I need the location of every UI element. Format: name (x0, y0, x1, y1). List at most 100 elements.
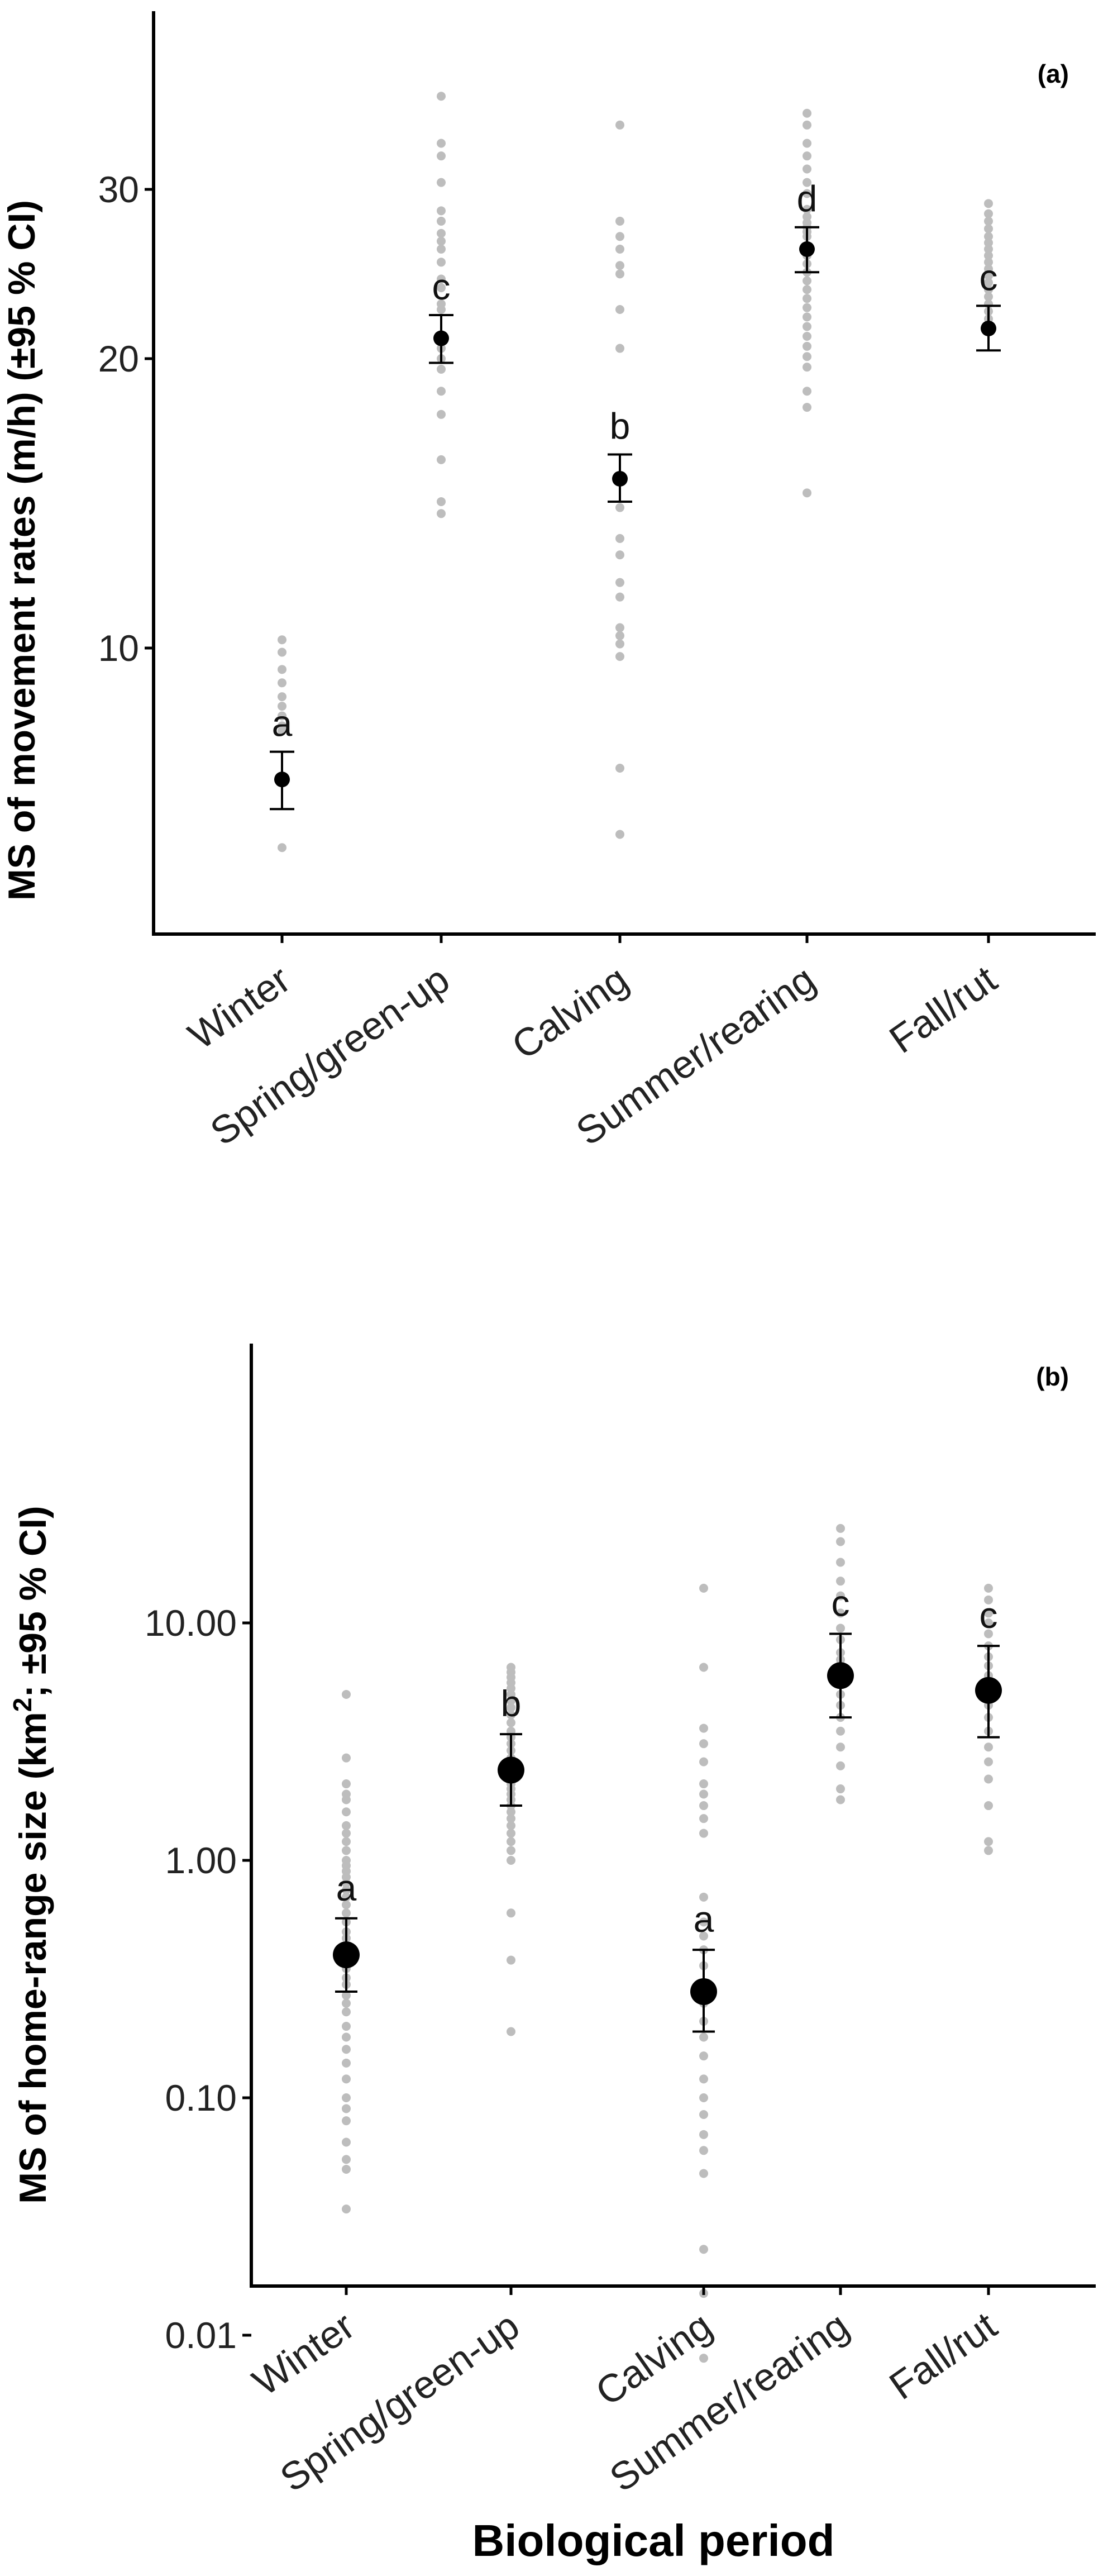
individual-point (342, 2045, 351, 2054)
individual-point (437, 258, 446, 267)
individual-point (507, 1908, 515, 1918)
individual-point (984, 1846, 993, 1855)
individual-point (342, 2007, 351, 2017)
individual-point (507, 1846, 515, 1855)
individual-point (699, 1892, 708, 1902)
individual-point (437, 497, 446, 506)
individual-point (836, 1742, 845, 1752)
individual-point (615, 344, 624, 353)
significance-letter: c (980, 1594, 998, 1636)
individual-point (437, 410, 446, 419)
individual-point (984, 251, 993, 260)
individual-point (507, 1814, 515, 1823)
individual-point (278, 647, 286, 657)
individual-point (803, 322, 811, 331)
individual-point (803, 341, 811, 351)
individual-point (699, 2169, 708, 2178)
significance-letter: c (832, 1582, 850, 1623)
individual-point (984, 232, 993, 241)
individual-point (615, 830, 624, 839)
individual-point (437, 139, 446, 148)
individual-point (437, 283, 446, 293)
individual-point (437, 509, 446, 518)
panel-b-y-ticks: 0.01 0.10 1.00 10.00 (145, 1602, 251, 2356)
individual-point (615, 578, 624, 587)
individual-point (803, 403, 811, 412)
panel-b-x-axis-title: Biological period (472, 2516, 835, 2565)
individual-point (803, 488, 811, 498)
individual-point (836, 1591, 845, 1601)
individual-point (699, 1801, 708, 1811)
category-label-fall-rut: Fall/rut (882, 2303, 1005, 2408)
individual-point (699, 1739, 708, 1749)
individual-point (507, 1856, 515, 1865)
panel-b-means (333, 1632, 1002, 2033)
individual-point (507, 1710, 515, 1720)
individual-point (984, 1618, 993, 1627)
individual-point (699, 1789, 708, 1799)
individual-point (615, 232, 624, 241)
individual-point (342, 2032, 351, 2042)
individual-point (342, 2104, 351, 2113)
individual-point (507, 1696, 515, 1706)
y-tick-label: 30 (98, 169, 139, 210)
individual-point (699, 1723, 708, 1733)
mean-point-fall-rut (981, 320, 996, 336)
individual-point (699, 2032, 708, 2042)
individual-point (836, 1577, 845, 1586)
individual-point (836, 1537, 845, 1546)
y-tick-label: 0.10 (165, 2077, 237, 2118)
individual-point (699, 2051, 708, 2061)
individual-point (615, 763, 624, 773)
individual-point (984, 238, 993, 247)
individual-point (836, 1608, 845, 1618)
individual-point (615, 120, 624, 130)
individual-point (342, 1879, 351, 1888)
individual-point (984, 1801, 993, 1811)
individual-point (437, 364, 446, 374)
individual-point (615, 261, 624, 270)
individual-point (803, 312, 811, 322)
individual-point (342, 1892, 351, 1902)
individual-point (984, 1742, 993, 1752)
individual-point (342, 1689, 351, 1699)
y-tick-label: 20 (98, 338, 139, 379)
individual-point (615, 639, 624, 649)
individual-point (699, 1917, 708, 1927)
mean-point-fall-rut (975, 1677, 1002, 1704)
individual-point (984, 244, 993, 254)
individual-point (437, 228, 446, 238)
significance-letter: a (694, 1898, 714, 1940)
individual-point (615, 631, 624, 640)
individual-point (342, 1837, 351, 1846)
individual-point (984, 1757, 993, 1766)
individual-point (278, 678, 286, 688)
individual-point (836, 1623, 845, 1633)
mean-point-winter (274, 772, 290, 788)
individual-point (437, 274, 446, 284)
individual-point (615, 592, 624, 602)
individual-point (803, 164, 811, 174)
individual-point (836, 1761, 845, 1770)
individual-point (984, 1595, 993, 1604)
mean-point-calving (612, 470, 628, 487)
individual-point (699, 2146, 708, 2155)
panel-a-individual-points (278, 92, 993, 853)
individual-point (836, 1726, 845, 1736)
individual-point (803, 363, 811, 372)
individual-point (984, 1608, 993, 1618)
individual-point (507, 1821, 515, 1830)
individual-point (278, 692, 286, 702)
individual-point (699, 2130, 708, 2139)
individual-point (699, 1814, 708, 1823)
panel-b-label: (b) (1036, 1362, 1069, 1391)
individual-point (342, 1829, 351, 1838)
individual-point (507, 1703, 515, 1712)
category-label-winter: Winter (180, 957, 298, 1058)
individual-point (342, 1908, 351, 1918)
individual-point (984, 258, 993, 267)
individual-point (437, 178, 446, 187)
individual-point (699, 2354, 708, 2363)
category-label-summer-rearing: Summer/rearing (602, 2303, 857, 2500)
